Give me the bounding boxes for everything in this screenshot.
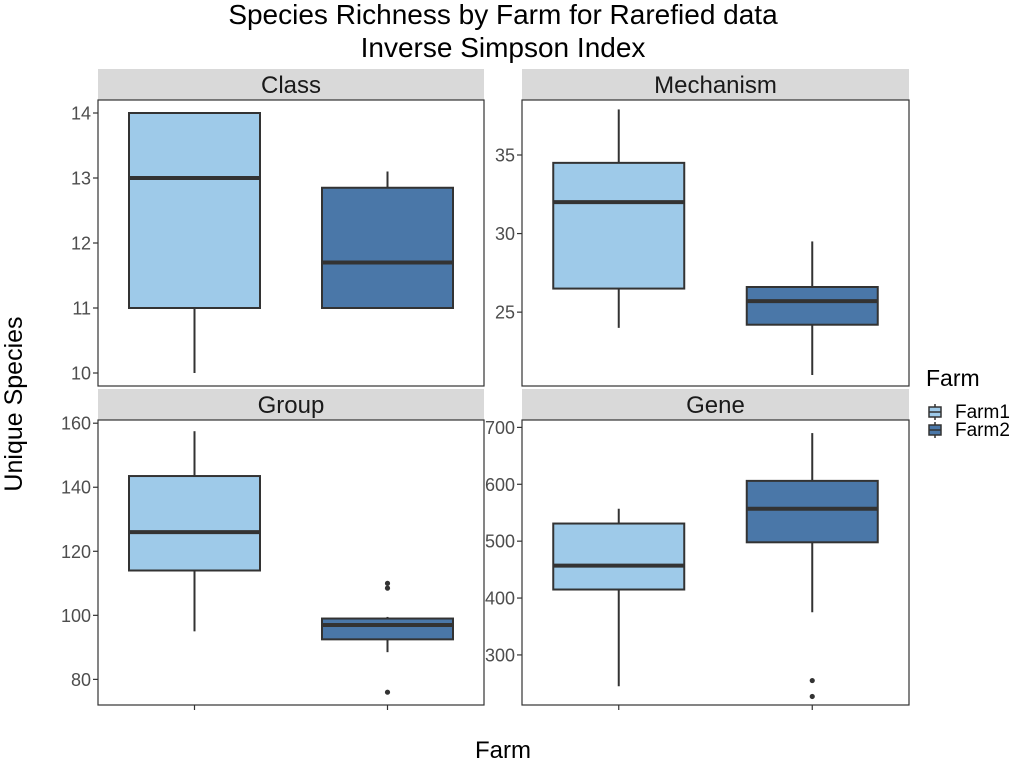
facet-strip-label: Class (261, 72, 321, 99)
y-tick-label: 400 (485, 589, 515, 609)
outlier-point (384, 585, 391, 591)
box-farm2 (321, 580, 454, 695)
y-tick-label: 35 (495, 146, 515, 166)
legend-item-farm1: Farm1 (928, 402, 1010, 423)
y-tick-label: 30 (495, 224, 515, 244)
legend-title: Farm (926, 365, 980, 391)
y-tick-label: 100 (61, 606, 91, 626)
box-farm1 (552, 508, 686, 687)
outlier-point (809, 693, 815, 700)
y-tick-label: 10 (71, 364, 91, 384)
box-body (745, 286, 879, 326)
box-farm2 (745, 433, 879, 700)
y-tick-label: 11 (72, 299, 91, 319)
box-body (128, 112, 261, 309)
facet-strip (98, 69, 484, 100)
y-tick-label: 160 (61, 414, 91, 434)
box-body (552, 161, 686, 290)
legend-label: Farm2 (955, 420, 1010, 441)
facet-panel-mechanism: Mechanism 25 30 35 (495, 69, 910, 387)
chart-title-line2: Inverse Simpson Index (361, 32, 646, 63)
y-axis-label: Unique Species (0, 316, 28, 491)
legend-item-farm2: Farm2 (928, 420, 1010, 441)
facet-panel-gene: Gene 300 400 500 600 700 (485, 389, 910, 710)
box-body (128, 475, 261, 572)
facet-strip (522, 389, 909, 420)
y-tick-label: 500 (485, 532, 515, 552)
facet-strip-label: Group (258, 392, 325, 419)
outlier-point (384, 580, 391, 586)
y-tick-label: 300 (485, 645, 515, 665)
y-tick-label: 12 (71, 234, 91, 254)
outlier-point (809, 677, 815, 684)
facet-strip-label: Gene (686, 392, 745, 419)
y-tick-label: 140 (61, 478, 91, 498)
x-axis-label: Farm (475, 737, 531, 764)
facet-strip (522, 69, 909, 100)
box-body (321, 617, 454, 641)
y-tick-label: 25 (495, 303, 515, 323)
box-farm2 (321, 171, 454, 309)
box-body (552, 522, 686, 591)
box-body (321, 186, 454, 309)
facet-panel-class: Class 10 11 12 13 14 (71, 69, 485, 387)
y-tick-label: 14 (71, 104, 91, 124)
box-farm1 (128, 431, 261, 632)
y-tick-label: 600 (485, 475, 515, 495)
box-farm1 (552, 109, 686, 328)
legend-label: Farm1 (955, 402, 1010, 423)
facet-panels: Class 10 11 12 13 14 Mechanism 25 30 35 Group 80 100… (61, 69, 910, 710)
facet-strip-label: Mechanism (654, 72, 777, 99)
y-tick-label: 120 (61, 542, 91, 562)
facet-panel-group: Group 80 100 120 140 160 (61, 389, 485, 710)
outlier-point (384, 689, 391, 695)
box-farm1 (128, 112, 261, 373)
y-tick-label: 700 (485, 418, 515, 438)
box-farm2 (745, 241, 879, 375)
chart-title-line1: Species Richness by Farm for Rarefied da… (228, 0, 778, 30)
y-tick-label: 80 (71, 670, 91, 690)
facet-strip (98, 389, 484, 420)
y-tick-label: 13 (71, 169, 91, 189)
box-body (745, 479, 879, 544)
